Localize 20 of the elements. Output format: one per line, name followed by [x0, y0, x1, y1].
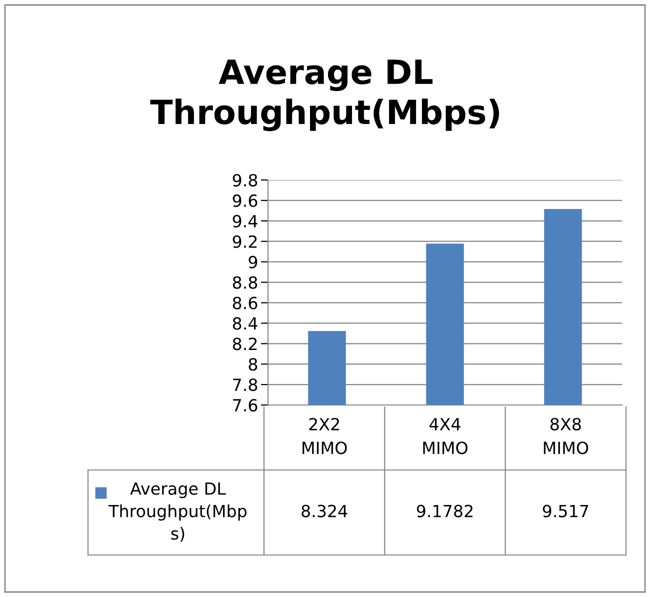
y-tick-label: 7.6 [233, 398, 258, 412]
x-tick-label: 8X8 MIMO [544, 418, 588, 454]
data-label: 9.1782 [416, 504, 472, 518]
y-tick-label: 8.4 [232, 317, 258, 330]
y-tick-label: 9.4 [232, 214, 258, 228]
data-label: 8.324 [302, 504, 348, 518]
y-tick-label: 9.8 [232, 174, 258, 187]
x-tick-label: 2X2 MIMO [302, 418, 347, 454]
y-tick-label: 8.2 [232, 338, 257, 350]
y-tick-label: 8.6 [232, 296, 258, 310]
x-tick-label: 4X4 MIMO [423, 418, 468, 454]
y-tick-label: 7.8 [233, 378, 258, 392]
y-tick-label: 8 [248, 358, 258, 371]
y-tick-label: 9 [248, 256, 258, 268]
chart-title: Average DL Throughput(Mbps) [150, 60, 500, 132]
y-tick-label: 8.8 [232, 276, 258, 289]
data-label: 9.517 [542, 504, 588, 518]
y-tick-label: 9.2 [232, 235, 257, 248]
y-tick-label: 9.6 [232, 194, 258, 208]
legend-label: Average DL Throughput(Mbps) [108, 482, 247, 542]
